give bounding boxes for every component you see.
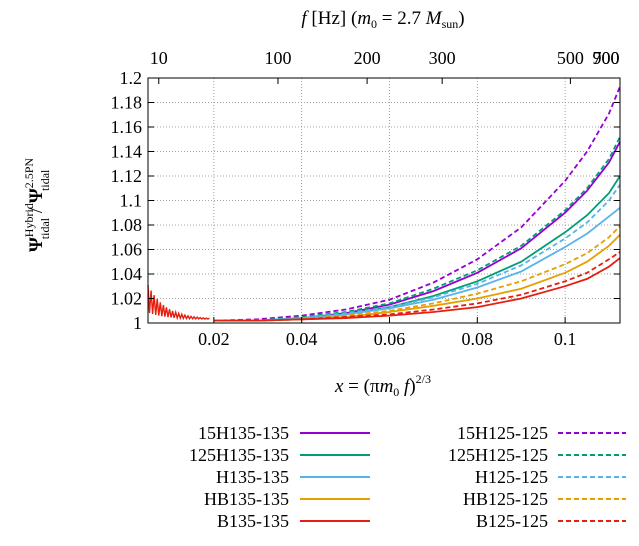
- x-tick-label: 0.08: [462, 329, 494, 349]
- top-tick-label: 200: [354, 48, 381, 68]
- legend-label: B125-125: [476, 511, 548, 531]
- y-tick-label: 1.14: [111, 142, 143, 162]
- y-tick-label: 1.16: [111, 117, 143, 137]
- y-tick-label: 1.06: [111, 240, 143, 260]
- series-line: [213, 234, 621, 322]
- y-tick-label: 1.18: [111, 93, 143, 113]
- axis-ticks: 0.02 0.04 0.06 0.08 0.1 1 1.02 1.04 1.06 1.08 1.1 1…: [111, 48, 620, 349]
- series-line: [213, 251, 621, 322]
- legend-label: 125H135-135: [189, 445, 289, 465]
- x-tick-label: 0.06: [374, 329, 406, 349]
- legend-label: H135-135: [216, 467, 289, 487]
- x-tick-label: 0.04: [286, 329, 318, 349]
- y-axis-label: ΨHybrid tidal / Ψ2.5PN tidal: [22, 158, 52, 252]
- series-line: [213, 86, 621, 322]
- top-axis-label: f [Hz] (m0 = 2.7 Msun): [301, 8, 464, 31]
- top-tick-label: 700: [593, 48, 620, 68]
- top-tick-label: 100: [264, 48, 291, 68]
- y-tick-label: 1.08: [111, 215, 143, 235]
- top-tick-label: 10: [150, 48, 168, 68]
- y-tick-label: 1: [133, 313, 142, 333]
- series-line: [213, 136, 621, 322]
- legend: 15H135-135125H135-135H135-135HB135-135B1…: [189, 423, 626, 531]
- x-axis-label: x = (πm0 f)2/3: [334, 372, 431, 399]
- top-tick-label: 300: [429, 48, 456, 68]
- series-line: [213, 141, 621, 322]
- series-noise: [147, 284, 210, 321]
- series-line: [213, 175, 621, 322]
- y-tick-label: 1.12: [111, 166, 143, 186]
- top-tick-label: 900: [593, 48, 620, 68]
- legend-label: B135-135: [217, 511, 289, 531]
- legend-label: H125-125: [475, 467, 548, 487]
- legend-label: HB135-135: [204, 489, 289, 509]
- top-tick-label: 500: [557, 48, 584, 68]
- legend-label: 15H125-125: [457, 423, 548, 443]
- x-tick-label: 0.02: [198, 329, 230, 349]
- y-tick-label: 1.1: [120, 191, 143, 211]
- x-tick-label: 0.1: [554, 329, 577, 349]
- series-line: [213, 225, 621, 322]
- legend-label: 125H125-125: [448, 445, 548, 465]
- y-tick-label: 1.02: [111, 289, 143, 309]
- legend-label: HB125-125: [463, 489, 548, 509]
- y-tick-label: 1.04: [111, 264, 143, 284]
- y-tick-label: 1.2: [120, 68, 143, 88]
- series-lines: [147, 86, 621, 322]
- series-line: [213, 184, 621, 322]
- legend-label: 15H135-135: [198, 423, 289, 443]
